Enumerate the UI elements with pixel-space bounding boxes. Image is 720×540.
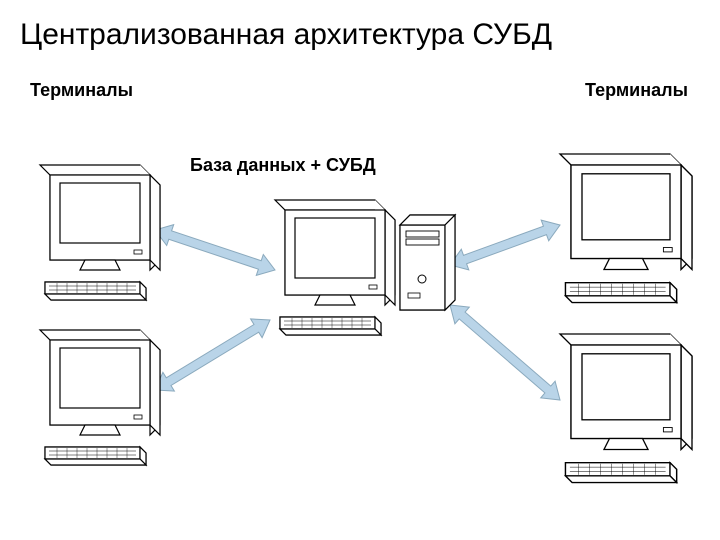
center-terminal (275, 200, 395, 335)
label-terminals-right: Терминалы (585, 80, 688, 101)
label-center: База данных + СУБД (190, 155, 376, 176)
double-arrow-tr (450, 220, 560, 270)
double-arrow-tl (155, 225, 275, 276)
label-terminals-left: Терминалы (30, 80, 133, 101)
terminal-top-left (40, 165, 160, 300)
terminal-bottom-left (40, 330, 160, 465)
double-arrow-br (450, 305, 560, 400)
page-title: Централизованная архитектура СУБД (20, 18, 552, 52)
connection-arrows (155, 220, 560, 400)
terminal-bottom-right (560, 334, 692, 483)
server-tower-icon (400, 215, 455, 310)
terminal-top-right (560, 154, 692, 303)
double-arrow-bl (155, 319, 270, 391)
